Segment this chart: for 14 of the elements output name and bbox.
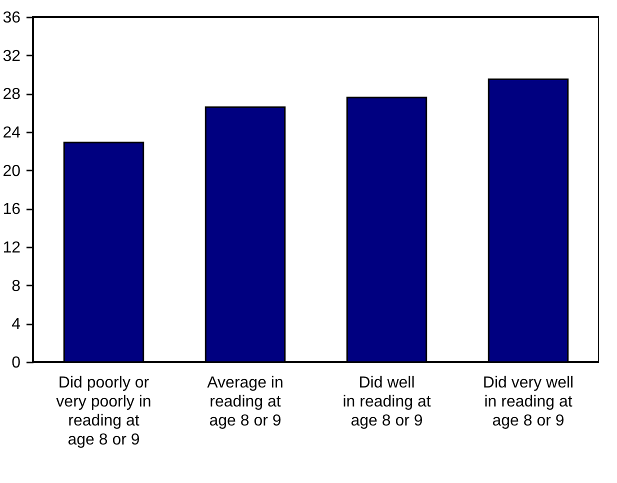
x-tick-label: Did very well in reading at age 8 or 9 bbox=[482, 374, 574, 430]
y-tick-label: 28 bbox=[2, 86, 21, 104]
y-tick-label: 0 bbox=[12, 354, 21, 372]
y-tick-label: 16 bbox=[2, 201, 21, 218]
x-tick-label: Average in reading at age 8 or 9 bbox=[207, 374, 284, 430]
y-tick-label: 20 bbox=[2, 162, 21, 180]
x-tick-label: Did well in reading at age 8 or 9 bbox=[342, 374, 432, 430]
y-tick-label: 32 bbox=[2, 48, 21, 65]
y-tick-label: 4 bbox=[12, 316, 21, 334]
y-tick-label: 12 bbox=[2, 240, 21, 256]
x-tick-label: Did poorly or very poorly in reading at age 8 or 9 bbox=[56, 374, 152, 448]
y-tick-label: 36 bbox=[2, 10, 21, 26]
y-tick-label: 8 bbox=[12, 278, 21, 295]
y-tick-label: 24 bbox=[2, 124, 21, 142]
